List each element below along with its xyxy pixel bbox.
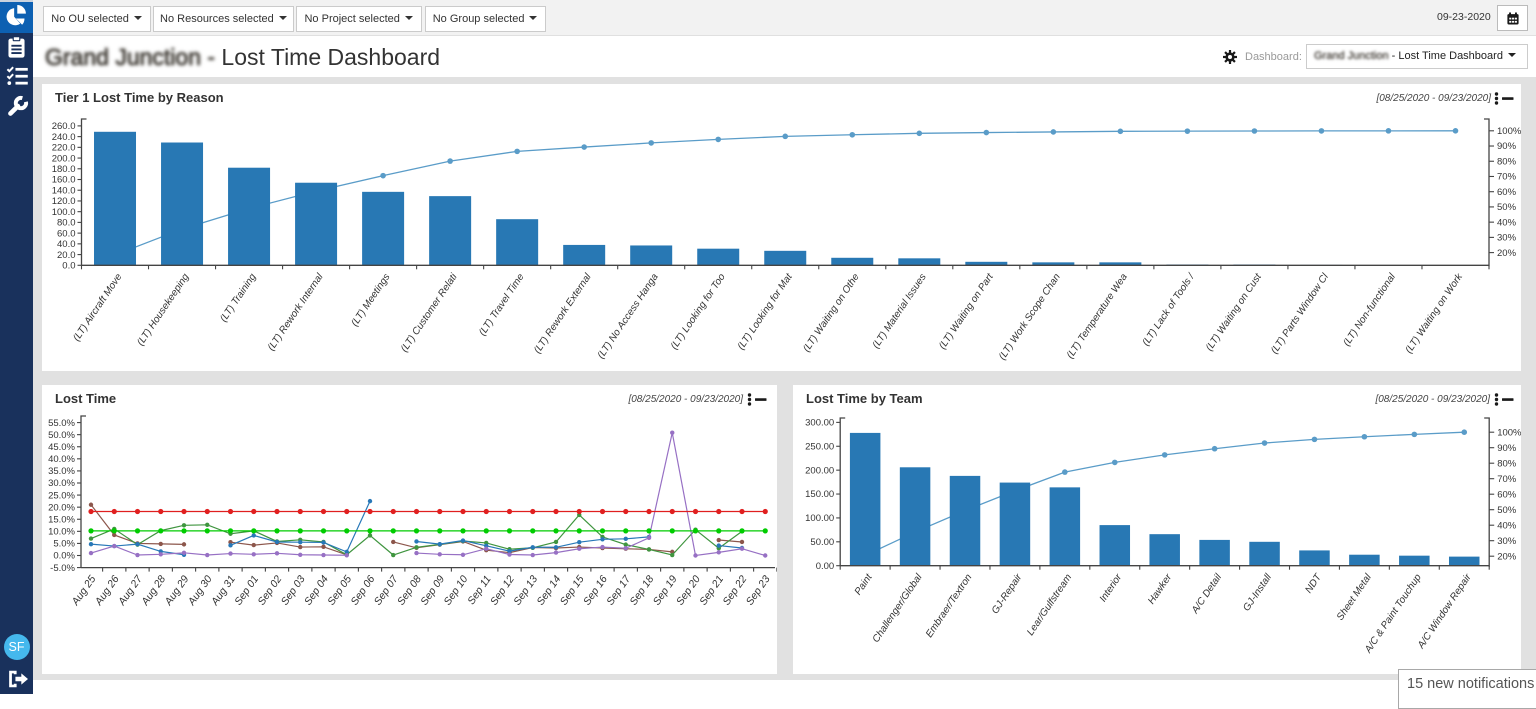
svg-text:(LT) Looking for Too: (LT) Looking for Too [669, 271, 728, 351]
svg-text:60.0: 60.0 [57, 228, 76, 239]
svg-text:Aug 29: Aug 29 [162, 573, 192, 608]
svg-text:160.0: 160.0 [52, 174, 76, 185]
svg-text:25.0%: 25.0% [48, 490, 75, 501]
svg-text:0.00: 0.00 [816, 561, 835, 572]
svg-text:30%: 30% [1497, 232, 1517, 243]
svg-text:(LT) Training: (LT) Training [218, 271, 259, 324]
svg-text:240.0: 240.0 [52, 131, 76, 142]
svg-text:Challenger/Global: Challenger/Global [871, 572, 925, 645]
svg-text:50%: 50% [1497, 202, 1517, 213]
svg-text:0.0: 0.0 [62, 260, 75, 271]
svg-text:50%: 50% [1497, 505, 1517, 516]
svg-text:90%: 90% [1497, 443, 1517, 454]
svg-text:30%: 30% [1497, 536, 1517, 547]
svg-text:50.00: 50.00 [810, 537, 834, 548]
svg-text:(LT) Material Issues: (LT) Material Issues [871, 271, 929, 350]
svg-text:70%: 70% [1497, 474, 1517, 485]
svg-text:15.0%: 15.0% [48, 514, 75, 525]
svg-text:60%: 60% [1497, 489, 1517, 500]
svg-text:(LT) No Access Hanga: (LT) No Access Hanga [596, 271, 661, 360]
svg-text:20.0%: 20.0% [48, 502, 75, 513]
svg-text:(LT) Housekeeping: (LT) Housekeeping [135, 271, 192, 347]
svg-text:(LT) Rework Internal: (LT) Rework Internal [266, 271, 326, 353]
svg-text:(LT) Waiting on Work: (LT) Waiting on Work [1404, 271, 1466, 356]
svg-text:Paint: Paint [853, 571, 876, 597]
svg-text:40%: 40% [1497, 217, 1517, 228]
svg-text:200.00: 200.00 [805, 465, 834, 476]
svg-text:(LT) Waiting on Othe: (LT) Waiting on Othe [801, 271, 862, 354]
svg-text:100%: 100% [1497, 427, 1521, 438]
svg-text:(LT) Non-functional: (LT) Non-functional [1341, 271, 1398, 348]
svg-text:(LT) Aircraft Move: (LT) Aircraft Move [71, 271, 124, 343]
svg-text:20.0: 20.0 [57, 249, 76, 260]
svg-text:220.0: 220.0 [52, 142, 76, 153]
svg-text:80.0: 80.0 [57, 217, 76, 228]
svg-text:(LT) Meetings: (LT) Meetings [349, 271, 392, 328]
svg-text:200.0: 200.0 [52, 153, 76, 164]
svg-text:(LT) Parts Window Cl: (LT) Parts Window Cl [1269, 271, 1331, 356]
svg-text:Aug 31: Aug 31 [208, 573, 237, 608]
svg-text:180.0: 180.0 [52, 163, 76, 174]
svg-text:50.0%: 50.0% [48, 430, 75, 441]
svg-text:Interior: Interior [1098, 572, 1125, 605]
svg-text:Sep 10: Sep 10 [442, 573, 471, 607]
svg-text:GJ-Repair: GJ-Repair [990, 572, 1025, 616]
svg-text:Aug 26: Aug 26 [92, 573, 122, 608]
svg-text:Sep 23: Sep 23 [744, 573, 773, 607]
svg-text:-5.0%: -5.0% [50, 563, 75, 574]
svg-text:(LT) Waiting on Cust: (LT) Waiting on Cust [1204, 270, 1265, 352]
svg-text:35.0%: 35.0% [48, 466, 75, 477]
svg-text:Lear/Gulfstream: Lear/Gulfstream [1025, 572, 1074, 638]
svg-text:(LT) Lack of Tools /: (LT) Lack of Tools / [1141, 270, 1198, 347]
svg-text:20%: 20% [1497, 247, 1517, 258]
svg-text:Embraer/Textron: Embraer/Textron [924, 572, 975, 640]
svg-text:120.0: 120.0 [52, 196, 76, 207]
svg-text:150.00: 150.00 [805, 489, 834, 500]
svg-text:(LT) Customer Relati: (LT) Customer Relati [399, 271, 460, 354]
svg-text:A/C Window Repair: A/C Window Repair [1415, 572, 1474, 652]
svg-text:20%: 20% [1497, 551, 1517, 562]
svg-text:60%: 60% [1497, 186, 1517, 197]
svg-text:(LT) Waiting on Part: (LT) Waiting on Part [937, 270, 996, 351]
svg-text:Hawker: Hawker [1146, 572, 1174, 607]
svg-text:40.0: 40.0 [57, 239, 76, 250]
svg-text:40%: 40% [1497, 520, 1517, 531]
svg-text:100.0: 100.0 [52, 206, 76, 217]
svg-text:40.0%: 40.0% [48, 454, 75, 465]
svg-text:(LT) Looking for Mat: (LT) Looking for Mat [736, 270, 796, 351]
svg-text:300.00: 300.00 [805, 418, 834, 429]
svg-text:A/C Detail: A/C Detail [1189, 572, 1224, 617]
svg-text:100%: 100% [1497, 126, 1521, 137]
svg-text:90%: 90% [1497, 141, 1517, 152]
svg-text:5.0%: 5.0% [53, 539, 75, 550]
svg-text:55.0%: 55.0% [48, 418, 75, 429]
svg-text:260.0: 260.0 [52, 121, 76, 132]
svg-text:Sheet Metal: Sheet Metal [1335, 572, 1374, 623]
svg-text:10.0%: 10.0% [48, 527, 75, 538]
svg-text:45.0%: 45.0% [48, 442, 75, 453]
svg-text:250.00: 250.00 [805, 441, 834, 452]
svg-text:(LT) Work Scope Chan: (LT) Work Scope Chan [997, 271, 1063, 362]
svg-text:70%: 70% [1497, 171, 1517, 182]
svg-text:NDT: NDT [1303, 571, 1324, 595]
svg-text:(LT) Travel Time: (LT) Travel Time [477, 271, 527, 337]
svg-text:(LT) Rework External: (LT) Rework External [532, 271, 594, 355]
svg-text:Aug 25: Aug 25 [69, 573, 99, 608]
svg-text:80%: 80% [1497, 458, 1517, 469]
svg-text:GJ-Install: GJ-Install [1241, 572, 1274, 614]
svg-text:Aug 30: Aug 30 [185, 573, 215, 608]
svg-text:A/C & Paint Touchup: A/C & Paint Touchup [1362, 572, 1424, 656]
svg-text:(LT) Temperature Wea: (LT) Temperature Wea [1065, 271, 1130, 360]
svg-text:0.0%: 0.0% [53, 551, 75, 562]
svg-text:30.0%: 30.0% [48, 478, 75, 489]
svg-text:140.0: 140.0 [52, 185, 76, 196]
svg-text:100.00: 100.00 [805, 513, 834, 524]
svg-text:Aug 28: Aug 28 [139, 573, 169, 608]
svg-text:80%: 80% [1497, 156, 1517, 167]
